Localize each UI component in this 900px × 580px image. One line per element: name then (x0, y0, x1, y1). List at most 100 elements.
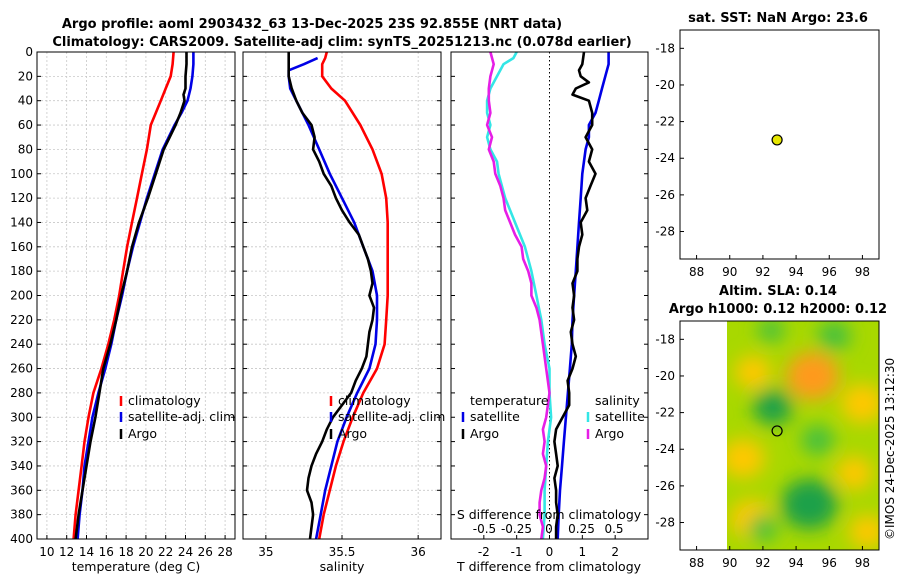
sla-positive-anomaly (840, 384, 879, 423)
x-tick-label: 16 (99, 545, 114, 559)
legend-header-salinity: salinity (595, 393, 640, 408)
temperature-legend: climatology satellite-adj. clim Argo (119, 393, 235, 441)
y-tick-label: 60 (18, 118, 33, 132)
sla-negative-anomaly (757, 321, 785, 343)
legend-satellite: satellite-adj. clim (128, 409, 235, 424)
y-tick-label: 300 (10, 410, 33, 424)
sla-positive-anomaly (849, 515, 879, 549)
y-tick-label: 20 (18, 69, 33, 83)
x-tick-label: 96 (822, 265, 837, 279)
series-line-climatology (72, 51, 175, 540)
legend-t-satellite: satellite (470, 409, 520, 424)
y-tick-label: -22 (655, 115, 675, 129)
series-line-t-argo (553, 51, 597, 539)
x-tick-label: 35 (258, 545, 273, 559)
sst-map-panel: sat. SST: NaN Argo: 23.6 88 90 92 94 96 98 -18… (655, 11, 880, 279)
figure-title-line1: Argo profile: aoml 2903432_63 13-Dec-202… (62, 17, 562, 32)
legend-satellite: satellite-adj. clim (338, 409, 445, 424)
s-diff-tick-label: 0.5 (604, 522, 623, 536)
difference-series (485, 51, 610, 540)
legend-s-argo: Argo (595, 426, 624, 441)
legend-climatology: climatology (128, 393, 201, 408)
y-tick-label: 100 (10, 167, 33, 181)
y-tick-label: -26 (655, 188, 675, 202)
y-tick-label: -18 (655, 41, 675, 55)
y-tick-label: 40 (18, 94, 33, 108)
x-tick-label: 18 (118, 545, 133, 559)
sla-anomaly-blobs (727, 321, 879, 549)
argo-location-marker-sla (771, 425, 783, 437)
temperature-grid (37, 51, 235, 540)
x-tick-label: 96 (822, 556, 837, 570)
y-tick-label: 280 (10, 386, 33, 400)
x-tick-label: 10 (39, 545, 54, 559)
argo-location-marker (771, 134, 783, 146)
y-tick-label: -22 (655, 406, 675, 420)
x-tick-label: 90 (722, 265, 737, 279)
temperature-tick-labels: 10 12 14 16 18 20 22 24 26 2802040608010012014016… (10, 45, 235, 559)
salinity-panel: 35 35.5 36 salinity climatology satellite-… (242, 51, 445, 574)
y-tick-label: 80 (18, 142, 33, 156)
sla-map-frame (679, 320, 880, 551)
y-tick-label: -28 (655, 225, 675, 239)
y-tick-label: 320 (10, 435, 33, 449)
legend-t-argo: Argo (470, 426, 499, 441)
series-line-argo (287, 52, 376, 540)
series-line-argo (74, 52, 188, 540)
sla-positive-anomaly (734, 355, 772, 389)
salinity-tick-labels: 35 35.5 36 (243, 51, 441, 559)
x-tick-label: 92 (755, 265, 770, 279)
x-tick-label: 36 (411, 545, 426, 559)
s-diff-tick-label: 0 (545, 522, 553, 536)
s-diff-tick-label: 0.25 (568, 522, 595, 536)
x-tick-label: 35.5 (329, 545, 356, 559)
x-tick-label: 88 (689, 265, 704, 279)
difference-tick-labels: -2 -1 0 1 2 -0.5 -0.25 0 0.25 0.5 (451, 51, 648, 559)
y-tick-label: -28 (655, 516, 675, 530)
x-tick-label: 22 (158, 545, 173, 559)
y-tick-label: 400 (10, 532, 33, 546)
x-tick-label: 0 (546, 545, 554, 559)
series-line-s-argo (485, 51, 551, 540)
y-tick-label: 360 (10, 483, 33, 497)
x-tick-label: 92 (755, 556, 770, 570)
sla-positive-anomaly (727, 439, 765, 478)
difference-panel: -2 -1 0 1 2 -0.5 -0.25 0 0.25 0.5 S difference fr… (450, 51, 649, 574)
y-tick-label: 0 (25, 45, 33, 59)
y-tick-label: 380 (10, 508, 33, 522)
y-tick-label: 200 (10, 289, 33, 303)
t-difference-xlabel: T difference from climatology (456, 559, 642, 574)
sla-map-panel: Altim. SLA: 0.14 Argo h1000: 0.12 h2000:… (655, 284, 887, 570)
y-tick-label: -18 (655, 332, 675, 346)
difference-legend: temperature salinity satellite Argo sate… (461, 393, 645, 441)
sla-negative-anomaly (747, 514, 778, 542)
series-line-climatology (317, 51, 390, 540)
y-tick-label: 240 (10, 337, 33, 351)
sla-map-tick-labels: 88 90 92 94 96 98 -18 -20 -22 -24 -26 -28 (655, 332, 870, 570)
x-tick-label: 94 (788, 556, 803, 570)
sst-map-tick-labels: 88 90 92 94 96 98 -18 -20 -22 -24 -26 -28 (655, 41, 870, 279)
y-tick-label: -20 (655, 369, 675, 383)
imos-watermark: ©IMOS 24-Dec-2025 13:12:30 (883, 358, 897, 540)
x-tick-label: 14 (79, 545, 94, 559)
sla-positive-anomaly (786, 352, 840, 400)
x-tick-label: 90 (722, 556, 737, 570)
sst-map-title: sat. SST: NaN Argo: 23.6 (688, 11, 868, 26)
x-tick-label: -2 (478, 545, 490, 559)
sla-negative-anomaly (752, 389, 793, 426)
x-tick-label: 24 (178, 545, 193, 559)
s-difference-label: S difference from climatology (457, 507, 642, 522)
temperature-series (72, 51, 195, 540)
x-tick-label: -1 (511, 545, 523, 559)
sla-negative-anomaly (801, 425, 835, 456)
y-tick-label: 160 (10, 240, 33, 254)
y-tick-label: 120 (10, 191, 33, 205)
x-tick-label: 26 (198, 545, 213, 559)
x-tick-label: 88 (689, 556, 704, 570)
salinity-grid (243, 51, 441, 540)
y-tick-label: -20 (655, 78, 675, 92)
sla-positive-anomaly (835, 456, 873, 490)
y-tick-label: -24 (655, 151, 675, 165)
x-tick-label: 20 (138, 545, 153, 559)
y-tick-label: 140 (10, 215, 33, 229)
